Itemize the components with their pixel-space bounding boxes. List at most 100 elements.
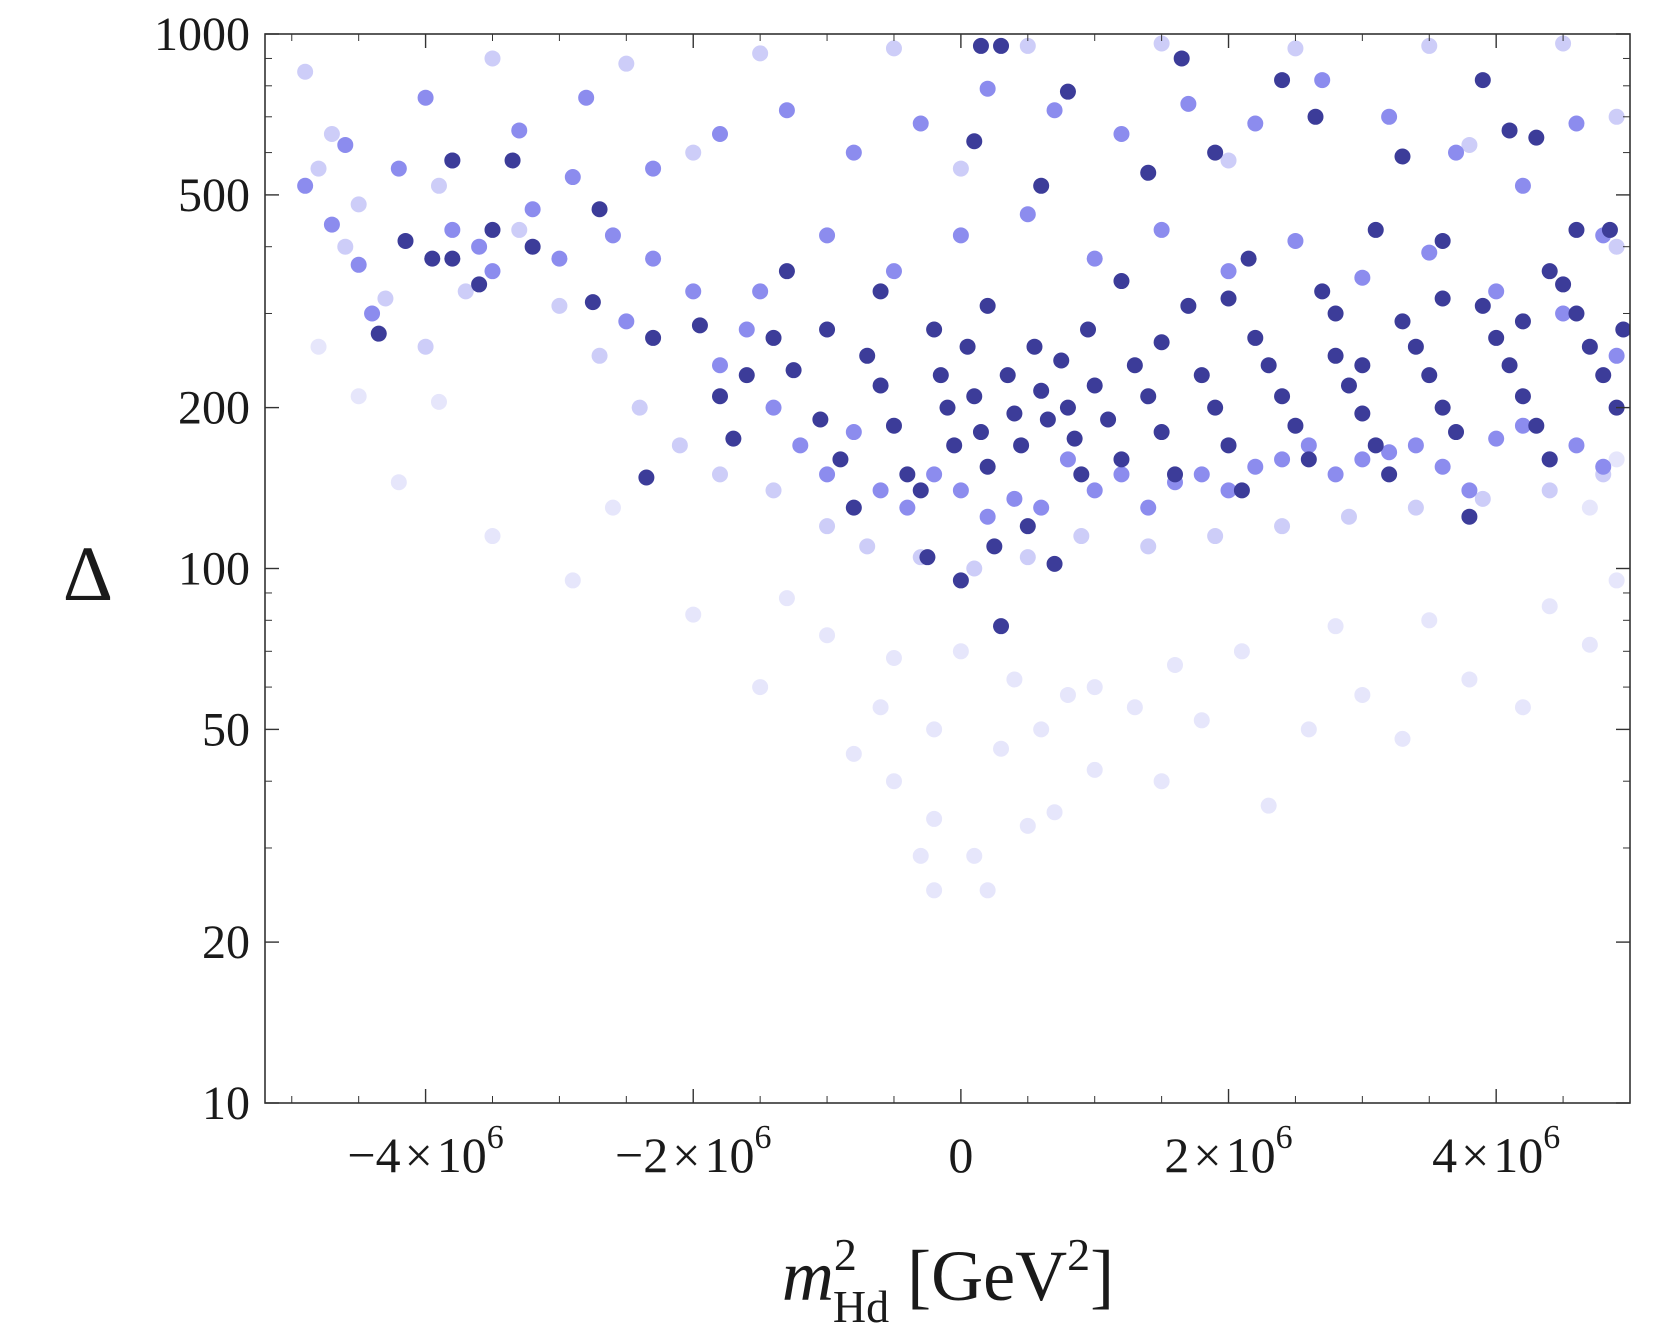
- data-point-dark: [1327, 305, 1344, 322]
- data-point-medium: [1140, 499, 1157, 516]
- x-tick-label: 2×106: [1164, 1119, 1292, 1183]
- data-point-lightest: [1260, 797, 1277, 814]
- data-point-medium: [1407, 437, 1424, 454]
- data-point-dark: [1568, 305, 1585, 322]
- data-point-medium: [1434, 458, 1451, 475]
- x-axis-title-base: m: [782, 1236, 834, 1316]
- data-point-medium: [1220, 482, 1237, 499]
- data-point-light: [1274, 518, 1291, 535]
- data-point-light: [430, 177, 447, 194]
- data-point-medium: [1448, 144, 1465, 161]
- data-point-medium: [1247, 115, 1264, 132]
- data-point-dark: [1501, 357, 1518, 374]
- data-point-dark: [1220, 437, 1237, 454]
- data-point-lightest: [1514, 699, 1531, 716]
- data-point-dark: [785, 362, 802, 379]
- x-tick-exponent: 6: [1543, 1119, 1560, 1156]
- data-point-light: [1287, 40, 1304, 57]
- data-point-light: [551, 297, 568, 314]
- x-axis-title-unit-close: ]: [1090, 1236, 1114, 1316]
- data-point-dark: [1260, 357, 1277, 374]
- data-point-lightest: [1046, 804, 1063, 821]
- data-point-dark: [1367, 437, 1384, 454]
- data-point-light: [417, 338, 434, 355]
- data-point-dark: [1247, 329, 1264, 346]
- data-point-lightest: [979, 882, 996, 899]
- data-point-dark: [972, 37, 989, 54]
- data-point-lightest: [819, 627, 836, 644]
- data-point-medium: [738, 321, 755, 338]
- data-point-lightest: [484, 528, 501, 545]
- data-point-dark: [1233, 482, 1250, 499]
- data-point-medium: [1006, 490, 1023, 507]
- data-point-dark: [1240, 250, 1257, 267]
- y-axis-title: Δ: [63, 530, 113, 617]
- data-point-dark: [1421, 367, 1438, 384]
- x-tick-times: ×: [1461, 1127, 1489, 1183]
- data-point-dark: [1514, 388, 1531, 405]
- data-point-medium: [1314, 72, 1331, 89]
- data-point-medium: [792, 437, 809, 454]
- x-tick-exponent: 6: [754, 1119, 771, 1156]
- data-point-medium: [1421, 244, 1438, 261]
- data-point-dark: [1434, 232, 1451, 249]
- data-point-light: [511, 221, 528, 238]
- data-point-dark: [1448, 424, 1465, 441]
- data-point-medium: [926, 466, 943, 483]
- data-point-medium: [471, 238, 488, 255]
- data-point-medium: [899, 499, 916, 516]
- data-point-dark: [1140, 164, 1157, 181]
- data-point-dark: [812, 411, 829, 428]
- data-point-dark: [952, 572, 969, 589]
- data-point-medium: [1568, 115, 1585, 132]
- data-point-lightest: [1059, 686, 1076, 703]
- data-point-dark: [1053, 352, 1070, 369]
- data-point-dark: [1180, 297, 1197, 314]
- data-point-dark: [504, 152, 521, 169]
- data-point-dark: [1394, 313, 1411, 330]
- data-point-dark: [1113, 451, 1130, 468]
- data-point-dark: [1274, 72, 1291, 89]
- data-point-dark: [1100, 411, 1117, 428]
- x-axis-title: m2 Hd [GeV2]: [782, 1229, 1114, 1327]
- data-point-lightest: [1581, 499, 1598, 516]
- data-point-medium: [685, 283, 702, 300]
- data-point-dark: [1066, 430, 1083, 447]
- data-point-dark: [932, 367, 949, 384]
- data-point-medium: [1300, 437, 1317, 454]
- data-point-light: [618, 55, 635, 72]
- data-point-dark: [1434, 399, 1451, 416]
- data-point-dark: [765, 329, 782, 346]
- data-point-dark: [1488, 329, 1505, 346]
- x-tick-mantissa: −4: [347, 1127, 400, 1183]
- data-point-dark: [1113, 273, 1130, 290]
- data-point-lightest: [778, 590, 795, 607]
- data-point-light: [377, 290, 394, 307]
- data-point-light: [1153, 35, 1170, 52]
- x-axis-title-subscript: Hd: [833, 1281, 889, 1327]
- data-point-lightest: [966, 847, 983, 864]
- data-point-dark: [1394, 148, 1411, 165]
- data-point-dark: [1126, 357, 1143, 374]
- data-point-medium: [524, 201, 541, 218]
- data-point-medium: [1046, 102, 1063, 119]
- data-point-lightest: [685, 606, 702, 623]
- data-point-lightest: [564, 572, 581, 589]
- data-point-dark: [484, 221, 501, 238]
- data-point-medium: [350, 256, 367, 273]
- data-point-medium: [1555, 305, 1572, 322]
- data-point-dark: [1080, 8, 1096, 24]
- data-point-light: [337, 238, 354, 255]
- data-point-medium: [1488, 283, 1505, 300]
- tick-labels: −4×106 −2×106 0 2×106 4×10610005002001005020…: [154, 8, 1560, 1183]
- data-point-medium: [1193, 466, 1210, 483]
- data-point-dark: [1601, 221, 1618, 238]
- data-point-dark: [1013, 437, 1030, 454]
- data-point-light: [1073, 528, 1090, 545]
- data-point-dark: [832, 451, 849, 468]
- data-point-dark: [926, 321, 943, 338]
- data-point-dark: [986, 538, 1003, 555]
- data-point-light: [1608, 108, 1625, 125]
- data-point-light: [1207, 528, 1224, 545]
- data-point-lightest: [1327, 618, 1344, 635]
